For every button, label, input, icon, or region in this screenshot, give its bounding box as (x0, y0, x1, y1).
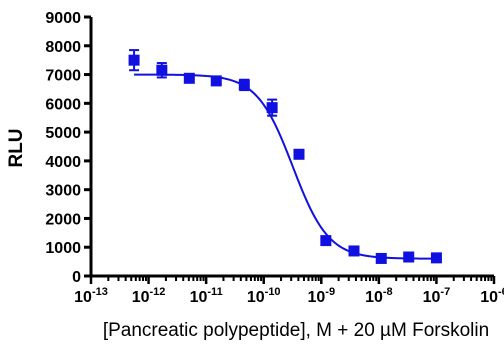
x-tick-label: 10-11 (190, 286, 223, 306)
data-point (348, 245, 360, 257)
data-point (183, 72, 195, 84)
y-tick-label: 3000 (45, 183, 81, 200)
x-tick-label: 10-13 (74, 286, 108, 306)
x-axis: 10-13 10-12 10-11 10-10 10-9 10-8 10-7 10-6 (74, 274, 504, 306)
x-tick-label: 10-8 (365, 286, 393, 306)
y-tick-label: 4000 (45, 154, 81, 171)
data-point (238, 79, 250, 91)
data-points (128, 49, 442, 264)
y-tick-label: 1000 (45, 240, 81, 257)
data-point (128, 54, 140, 66)
x-axis-title: [Pancreatic polypeptide], M + 20 µM Fors… (103, 320, 489, 341)
x-tick-label: 10-9 (307, 286, 335, 306)
data-point (375, 252, 387, 264)
x-tick-label: 10-12 (132, 286, 166, 306)
data-point (266, 102, 278, 114)
y-tick-label: 7000 (45, 68, 81, 85)
y-tick-label: 5000 (45, 125, 81, 142)
x-tick-label: 10-6 (480, 286, 504, 306)
y-tick-label: 9000 (45, 10, 81, 27)
data-point (210, 75, 222, 87)
data-point (430, 252, 442, 264)
y-tick-label: 0 (72, 269, 81, 286)
x-tick-label: 10-10 (247, 286, 281, 306)
data-point (403, 251, 415, 263)
data-point (156, 64, 168, 76)
y-tick-label: 6000 (45, 96, 81, 113)
data-point (320, 235, 332, 247)
data-point (293, 148, 305, 160)
fit-curve (134, 73, 437, 260)
y-axis: 0 1000 2000 3000 4000 5000 6000 7000 8000 9000 (45, 10, 93, 286)
x-tick-label: 10-7 (423, 286, 451, 306)
y-axis-title: RLU (6, 128, 27, 167)
y-tick-label: 8000 (45, 39, 81, 56)
y-tick-label: 2000 (45, 211, 81, 228)
